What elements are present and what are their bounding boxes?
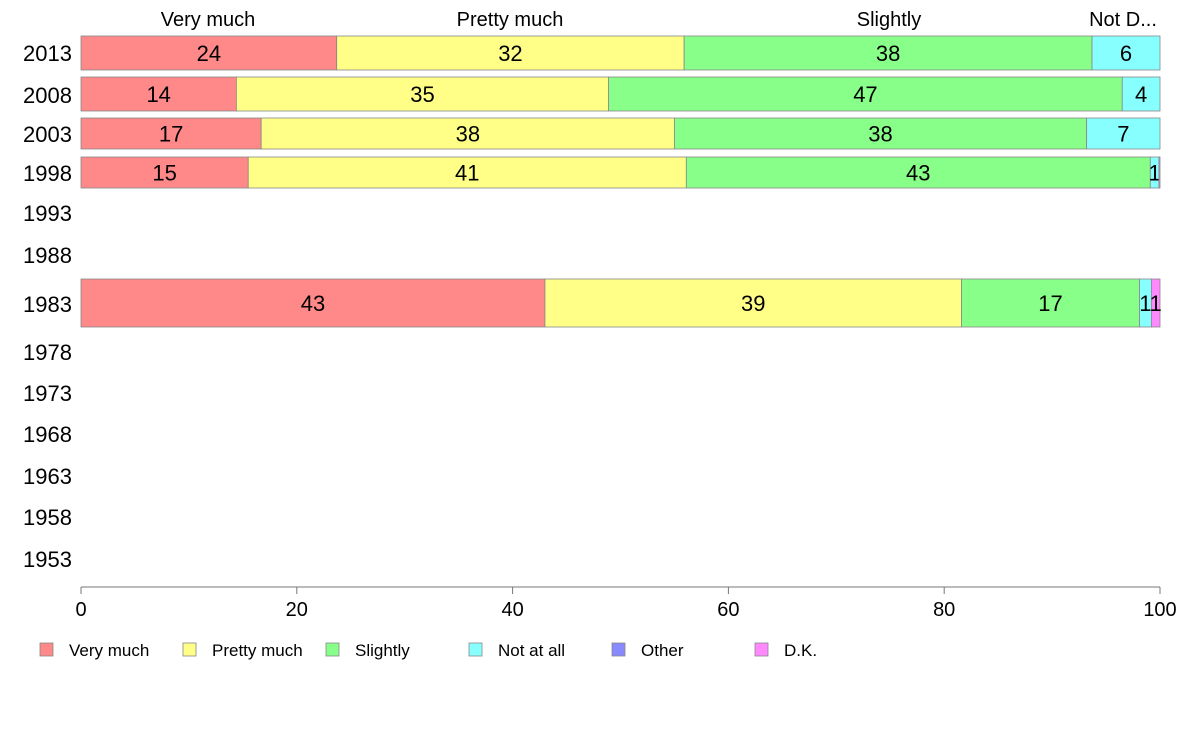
- bar-segment-2013-slightly: [683, 35, 1093, 71]
- category-label-2003: 2003: [23, 122, 72, 147]
- bar-segment-2008-slightly: [608, 76, 1123, 112]
- x-tick-label: 80: [933, 599, 955, 621]
- legend-swatch: [611, 642, 626, 657]
- category-label-1968: 1968: [23, 422, 72, 447]
- category-label-1983: 1983: [23, 292, 72, 317]
- category-label-1953: 1953: [23, 547, 72, 572]
- legend-item: Very much: [39, 641, 149, 660]
- category-label-1973: 1973: [23, 381, 72, 406]
- category-label-2013: 2013: [23, 41, 72, 66]
- legend-item: Pretty much: [182, 641, 303, 660]
- bar-segment-2013-very-much: [80, 35, 338, 71]
- bar-segment-2008-pretty-much: [235, 76, 610, 112]
- bar-value-label: 15: [152, 161, 176, 186]
- bar-value-label: 6: [1120, 41, 1132, 66]
- x-tick-label: 60: [717, 599, 739, 621]
- x-tick-label: 40: [501, 599, 523, 621]
- bar-value-label: 14: [146, 82, 170, 107]
- bar-value-label: 38: [868, 122, 892, 147]
- category-label-1958: 1958: [23, 505, 72, 530]
- bar-segment-1983-very-much: [80, 278, 546, 328]
- bar-value-label: 39: [741, 291, 765, 316]
- x-tick-label: 100: [1143, 599, 1176, 621]
- bar-value-label: 1: [1150, 291, 1162, 316]
- legend-swatch: [39, 642, 54, 657]
- legend-label: Pretty much: [212, 641, 303, 660]
- bar-segment-1998-very-much: [80, 156, 249, 189]
- legend-swatch: [754, 642, 769, 657]
- bar-segment-2003-very-much: [80, 117, 262, 150]
- legend-item: Other: [611, 641, 684, 660]
- bar-value-label: 1: [1148, 161, 1160, 186]
- bar-segment-1983-pretty-much: [544, 278, 962, 328]
- bar-segment-1983-d-k-: [1150, 278, 1161, 328]
- top-series-label: Very much: [161, 9, 255, 31]
- bar-value-label: 32: [498, 41, 522, 66]
- top-series-label: Pretty much: [457, 9, 564, 31]
- legend-swatch: [468, 642, 483, 657]
- bar-segment-1983-slightly: [961, 278, 1140, 328]
- bar-value-label: 4: [1135, 82, 1147, 107]
- bar-value-label: 17: [1038, 291, 1062, 316]
- bar-segment-2013-not-at-all: [1091, 35, 1161, 71]
- bar-value-label: 47: [853, 82, 877, 107]
- category-label-1978: 1978: [23, 340, 72, 365]
- legend-label: Slightly: [355, 641, 410, 660]
- category-label-1998: 1998: [23, 161, 72, 186]
- category-label-1963: 1963: [23, 464, 72, 489]
- top-series-label: Slightly: [857, 9, 921, 31]
- legend-swatch: [182, 642, 197, 657]
- bar-segment-2008-very-much: [80, 76, 237, 112]
- x-tick-label: 20: [286, 599, 308, 621]
- bar-value-label: 43: [906, 161, 930, 186]
- legend-label: Not at all: [498, 641, 565, 660]
- bar-value-label: 1: [1139, 291, 1151, 316]
- category-label-1993: 1993: [23, 201, 72, 226]
- legend-item: Slightly: [325, 641, 410, 660]
- bar-segment-1998-pretty-much: [247, 156, 687, 189]
- category-label-1988: 1988: [23, 243, 72, 268]
- legend-item: Not at all: [468, 641, 565, 660]
- bar-value-label: 38: [876, 41, 900, 66]
- bar-segment-2003-not-at-all: [1086, 117, 1161, 150]
- bar-value-label: 7: [1117, 122, 1129, 147]
- bar-segment-2013-pretty-much: [336, 35, 685, 71]
- top-series-label: Not D...: [1089, 9, 1157, 31]
- legend-item: D.K.: [754, 641, 817, 660]
- bar-segment-2008-not-at-all: [1121, 76, 1161, 112]
- category-label-2008: 2008: [23, 83, 72, 108]
- bar-segment-2003-pretty-much: [260, 117, 675, 150]
- legend-swatch: [325, 642, 340, 657]
- x-tick-label: 0: [75, 599, 86, 621]
- bar-value-label: 38: [456, 122, 480, 147]
- bar-value-label: 17: [159, 122, 183, 147]
- bar-value-label: 24: [197, 41, 221, 66]
- legend-label: Very much: [69, 641, 149, 660]
- bar-value-label: 43: [301, 291, 325, 316]
- bar-value-label: 35: [410, 82, 434, 107]
- bar-segment-1998-d-k-: [1158, 156, 1161, 189]
- legend-label: D.K.: [784, 641, 817, 660]
- legend-label: Other: [641, 641, 684, 660]
- bar-value-label: 41: [455, 161, 479, 186]
